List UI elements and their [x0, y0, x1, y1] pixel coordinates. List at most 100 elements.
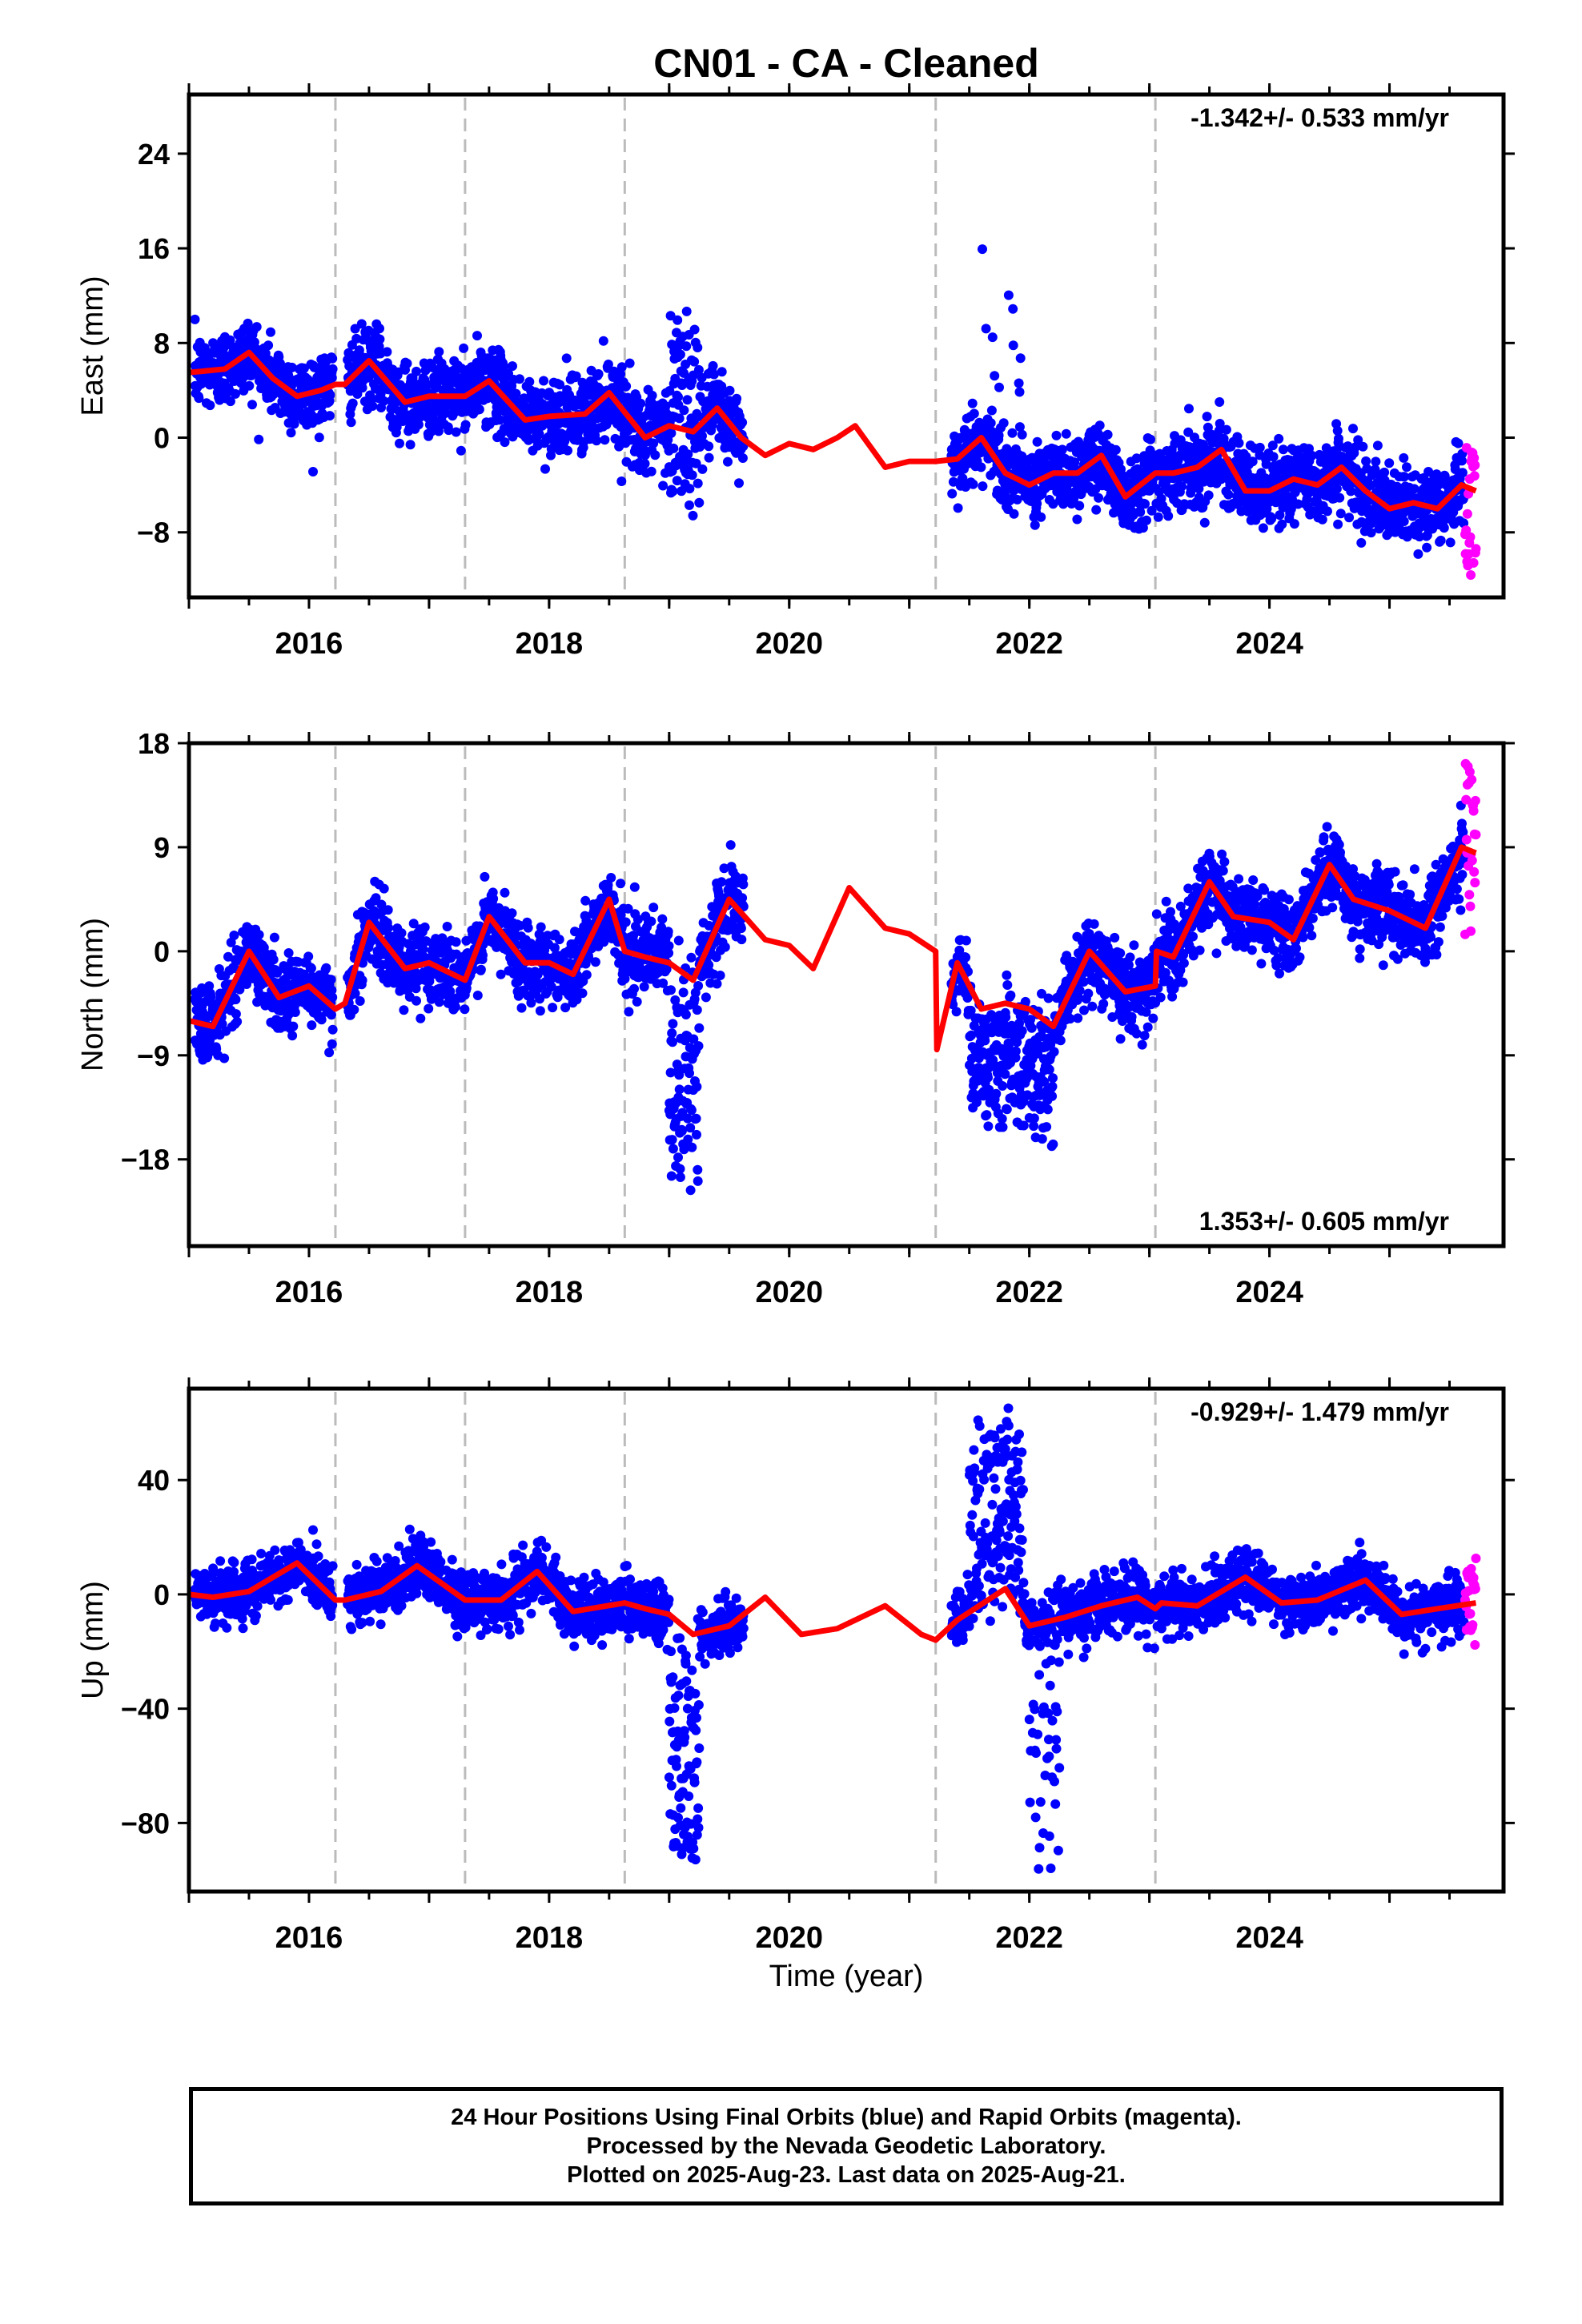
rapid-point	[1468, 557, 1479, 568]
data-point	[666, 985, 676, 995]
data-point	[500, 887, 510, 898]
data-point	[688, 510, 698, 521]
data-point	[356, 319, 367, 329]
data-point	[976, 462, 986, 472]
data-point	[263, 340, 274, 351]
data-point	[682, 395, 693, 405]
x-tick-label: 2020	[755, 627, 823, 661]
data-point	[1261, 459, 1271, 469]
data-point	[689, 324, 700, 335]
data-point	[692, 1005, 702, 1015]
data-point	[254, 930, 264, 940]
data-point	[1070, 457, 1080, 468]
data-point	[577, 988, 588, 999]
data-point	[1399, 452, 1409, 463]
data-point	[349, 1004, 359, 1015]
data-point	[1094, 420, 1105, 431]
x-tick-label: 2022	[995, 627, 1063, 661]
data-point	[1223, 489, 1234, 500]
data-point	[994, 430, 1004, 440]
data-point	[694, 497, 705, 508]
data-point	[720, 942, 730, 952]
data-point	[1348, 424, 1358, 434]
data-point	[1094, 493, 1104, 503]
y-tick-label: 8	[154, 327, 170, 360]
data-point	[295, 408, 305, 418]
data-point	[704, 441, 714, 452]
data-point	[697, 464, 708, 474]
data-point	[534, 429, 544, 440]
data-point	[670, 995, 681, 1005]
data-point	[668, 1037, 677, 1047]
x-tick-label: 2016	[275, 627, 343, 661]
data-point	[689, 1034, 699, 1044]
model-line	[189, 349, 1477, 512]
data-point	[327, 985, 337, 995]
data-point	[1415, 532, 1424, 542]
data-point	[225, 335, 235, 345]
data-point	[346, 417, 356, 428]
data-point	[412, 366, 421, 376]
data-point	[691, 1113, 701, 1124]
data-point	[677, 380, 687, 390]
data-point	[1199, 476, 1209, 487]
data-point	[689, 356, 700, 367]
data-point	[434, 347, 444, 357]
data-point	[715, 971, 725, 980]
data-point	[434, 997, 444, 1007]
data-point	[717, 367, 727, 377]
data-point	[628, 931, 639, 941]
data-point	[1350, 442, 1360, 452]
data-point	[526, 998, 536, 1008]
data-point	[668, 1144, 678, 1154]
rapid-point	[1465, 532, 1476, 542]
data-point	[679, 405, 689, 416]
data-point	[673, 392, 683, 402]
data-point	[678, 987, 689, 998]
data-point	[624, 1007, 634, 1017]
data-point	[967, 398, 978, 408]
data-point	[648, 903, 659, 913]
data-point	[953, 503, 963, 513]
data-point	[1323, 506, 1332, 517]
data-point	[1379, 467, 1390, 477]
data-point	[708, 360, 718, 371]
data-point	[1413, 549, 1423, 559]
data-point	[990, 371, 1000, 381]
data-point	[673, 315, 683, 325]
data-point	[1344, 513, 1355, 523]
data-point	[672, 476, 682, 486]
data-point	[1203, 422, 1213, 432]
data-point	[665, 311, 676, 321]
data-point	[286, 428, 296, 438]
data-point	[737, 935, 747, 945]
data-point	[1163, 511, 1174, 521]
data-point	[445, 987, 456, 996]
data-point	[1102, 429, 1113, 440]
data-point	[1241, 452, 1251, 462]
data-point	[725, 385, 735, 396]
data-point	[693, 364, 704, 375]
data-point	[478, 950, 488, 960]
data-point	[1184, 404, 1194, 414]
data-point	[563, 445, 572, 456]
data-point	[306, 963, 316, 974]
data-point	[433, 426, 444, 436]
data-point	[460, 1004, 470, 1015]
data-point	[658, 480, 669, 491]
data-point	[587, 422, 597, 432]
data-point	[402, 358, 412, 368]
data-point	[523, 923, 533, 933]
data-point	[288, 1021, 299, 1031]
data-point	[1138, 523, 1148, 533]
data-point	[616, 369, 626, 380]
data-point	[1008, 304, 1018, 314]
rapid-point	[1469, 471, 1480, 481]
data-point	[1036, 512, 1046, 522]
data-point	[326, 975, 336, 985]
data-point	[1275, 510, 1285, 521]
data-point	[1009, 509, 1019, 519]
data-point	[1007, 428, 1018, 438]
data-point	[682, 1113, 693, 1124]
